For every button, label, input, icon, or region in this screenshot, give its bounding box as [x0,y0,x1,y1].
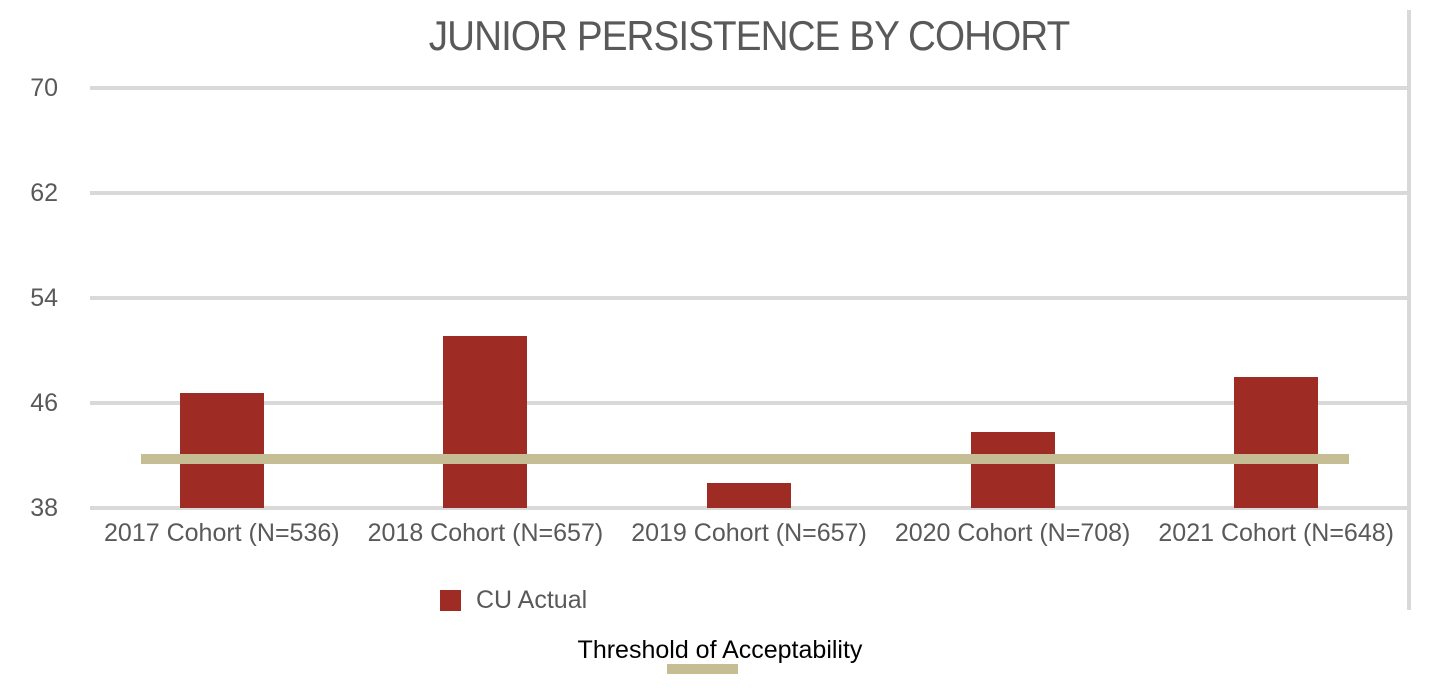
gridline-54 [90,296,1408,300]
threshold-line [141,454,1349,465]
x-label-2017-cohort: 2017 Cohort (N=536) [104,519,340,547]
gridline-62 [90,191,1408,195]
y-tick-label-46: 46 [30,389,58,417]
x-label-2019-cohort: 2019 Cohort (N=657) [631,519,867,547]
bar-2021-cohort [1234,376,1319,508]
gridline-38 [90,506,1408,510]
y-tick-label-62: 62 [30,179,58,207]
threshold-color-swatch [667,664,738,674]
legend-item-cu-actual: CU Actual [440,586,587,615]
threshold-legend-label: Threshold of Acceptability [577,636,863,664]
x-label-2021-cohort: 2021 Cohort (N=648) [1158,519,1394,547]
bar-2017-cohort [179,392,264,508]
bar-2018-cohort [443,336,528,508]
cu-actual-legend-label: CU Actual [476,586,588,614]
plot-right-border [1407,10,1411,610]
x-label-2020-cohort: 2020 Cohort (N=708) [894,519,1131,547]
y-tick-label-54: 54 [30,284,58,312]
gridline-70 [90,86,1408,90]
bar-2020-cohort [970,431,1055,508]
chart-title: JUNIOR PERSISTENCE BY COHORT [428,12,1070,59]
gridline-46 [90,401,1408,405]
y-tick-label-38: 38 [30,494,58,522]
bar-2019-cohort [707,483,791,508]
cu-actual-color-swatch [440,590,461,611]
x-label-2018-cohort: 2018 Cohort (N=657) [367,519,604,547]
y-tick-label-70: 70 [30,74,58,102]
